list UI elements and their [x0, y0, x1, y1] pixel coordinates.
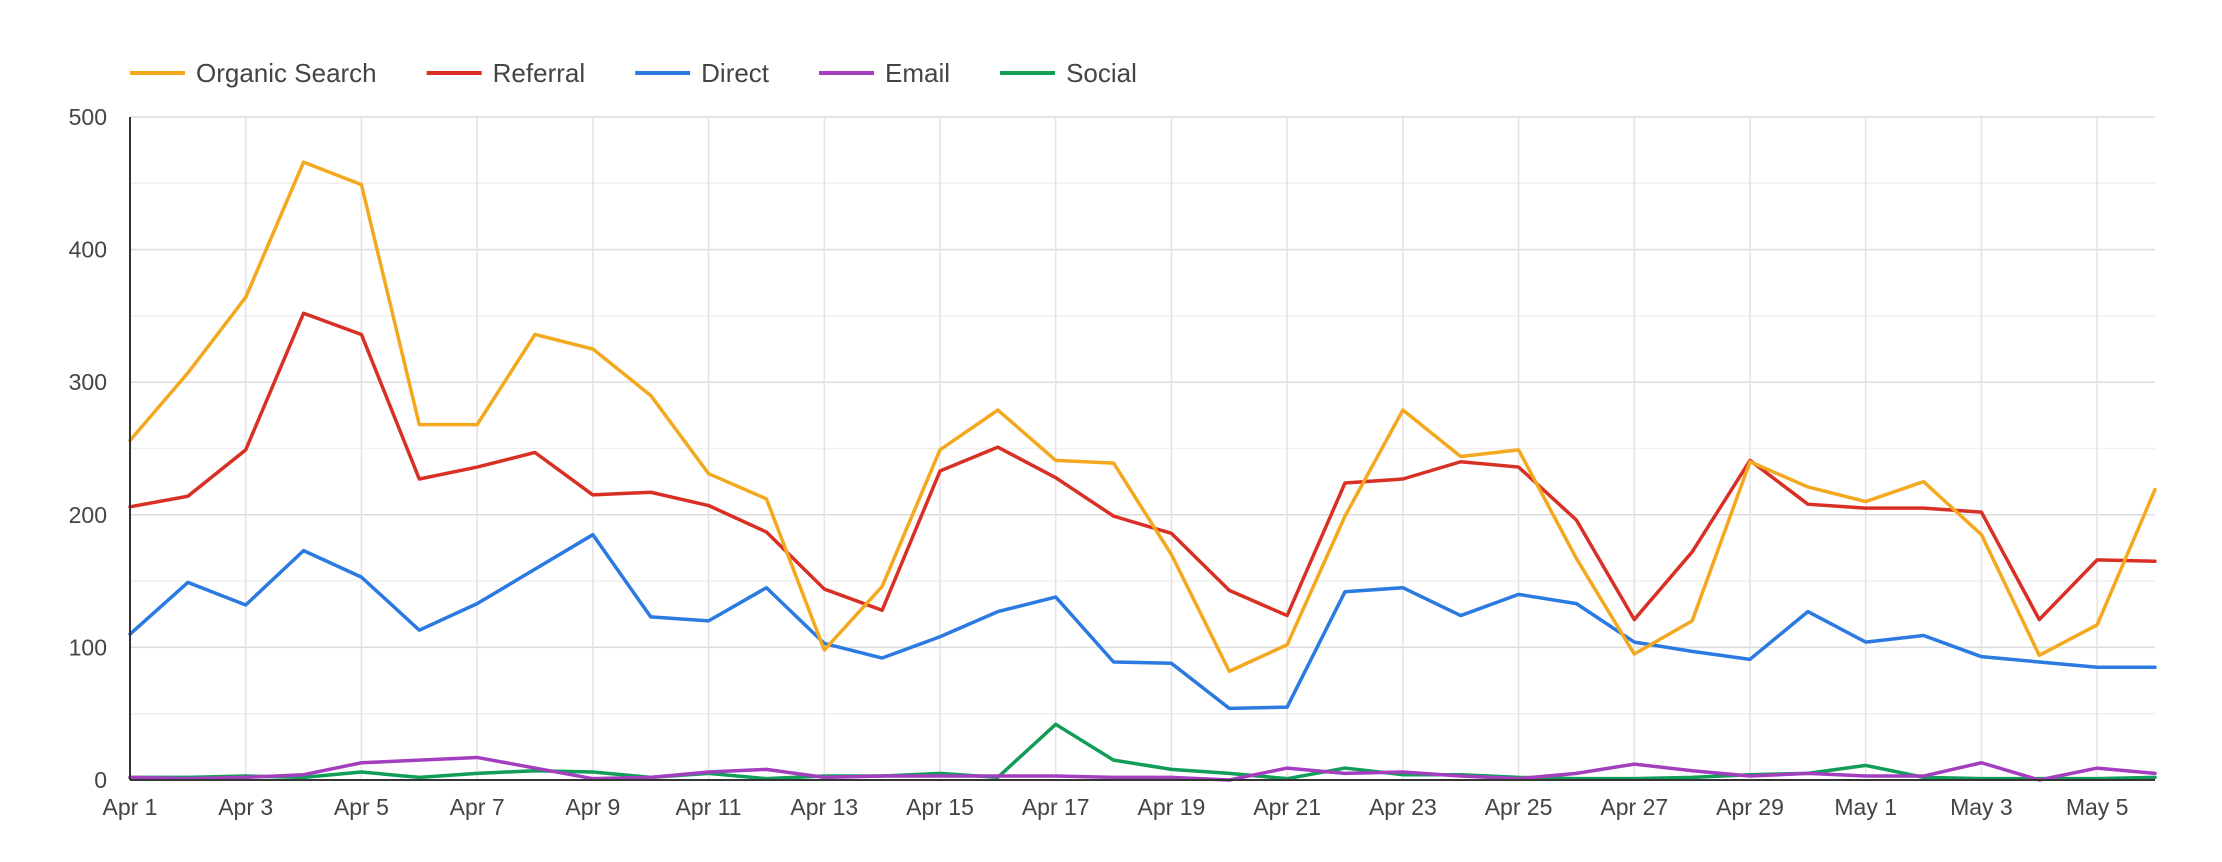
x-tick-label: Apr 5: [334, 794, 389, 820]
x-tick-label: Apr 23: [1369, 794, 1437, 820]
x-tick-label: Apr 29: [1716, 794, 1784, 820]
x-tick-label: May 3: [1950, 794, 2013, 820]
x-tick-label: Apr 7: [450, 794, 505, 820]
series-line-organic-search: [130, 162, 2155, 671]
y-tick-label: 300: [69, 369, 107, 395]
x-tick-label: Apr 3: [218, 794, 273, 820]
x-tick-label: Apr 21: [1253, 794, 1321, 820]
x-tick-label: Apr 13: [790, 794, 858, 820]
x-tick-label: May 1: [1834, 794, 1897, 820]
x-axis-ticks: Apr 1 Apr 3 Apr 5 Apr 7 Apr 9 Apr 11 Apr 13 Apr…: [103, 794, 2129, 820]
legend-item-social[interactable]: Social: [1000, 58, 1137, 88]
legend-label: Direct: [701, 58, 770, 88]
legend-item-direct[interactable]: Direct: [635, 58, 770, 88]
series-line-referral: [130, 313, 2155, 619]
x-tick-label: May 5: [2066, 794, 2129, 820]
y-tick-label: 400: [69, 237, 107, 263]
x-tick-label: Apr 25: [1485, 794, 1553, 820]
legend-label: Social: [1066, 58, 1137, 88]
legend-item-email[interactable]: Email: [819, 58, 950, 88]
y-tick-label: 0: [94, 767, 107, 793]
legend-item-referral[interactable]: Referral: [427, 58, 585, 88]
x-tick-label: Apr 27: [1600, 794, 1668, 820]
x-tick-label: Apr 11: [676, 794, 742, 820]
x-tick-label: Apr 9: [565, 794, 620, 820]
legend-item-organic-search[interactable]: Organic Search: [130, 58, 377, 88]
x-tick-label: Apr 15: [906, 794, 974, 820]
x-tick-label: Apr 19: [1138, 794, 1206, 820]
x-tick-label: Apr 17: [1022, 794, 1090, 820]
chart-gridlines: [130, 117, 2155, 780]
y-tick-label: 500: [69, 104, 107, 130]
legend-label: Email: [885, 58, 950, 88]
y-axis-ticks: 0 100 200 300 400 500: [69, 104, 107, 793]
series-line-social: [130, 724, 2155, 778]
legend-label: Organic Search: [196, 58, 377, 88]
x-tick-label: Apr 1: [103, 794, 158, 820]
chart-legend: Organic Search Referral Direct Email Social: [130, 58, 1137, 88]
legend-label: Referral: [493, 58, 585, 88]
series-line-direct: [130, 535, 2155, 709]
chart-series: [130, 162, 2155, 780]
y-tick-label: 100: [69, 634, 107, 660]
y-tick-label: 200: [69, 502, 107, 528]
